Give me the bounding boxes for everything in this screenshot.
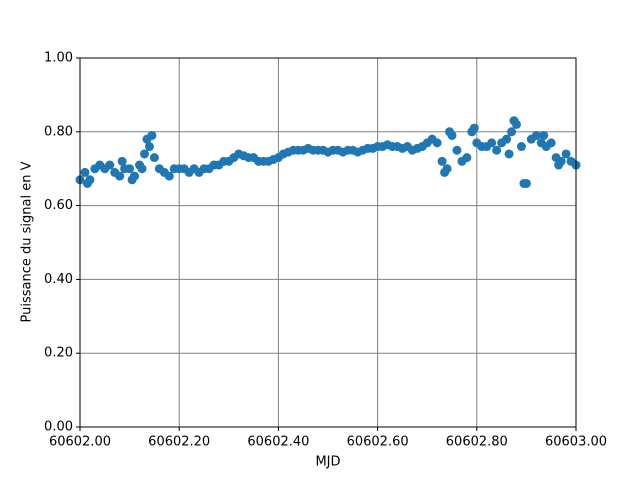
- point: [452, 145, 462, 155]
- point: [440, 167, 450, 177]
- point: [115, 171, 125, 181]
- y-tick-label: 0.20: [44, 346, 73, 361]
- y-tick-label: 0.80: [44, 124, 73, 139]
- point: [509, 116, 519, 126]
- point: [125, 164, 135, 174]
- point: [127, 175, 137, 185]
- point: [139, 149, 149, 159]
- point: [137, 164, 147, 174]
- point: [82, 178, 92, 188]
- point: [546, 138, 556, 148]
- x-tick-label: 60602.80: [446, 435, 508, 450]
- y-tick-label: 0.00: [44, 420, 73, 435]
- point: [462, 153, 472, 163]
- point: [487, 138, 497, 148]
- point: [149, 153, 159, 163]
- x-tick-label: 60602.60: [347, 435, 409, 450]
- point: [432, 138, 442, 148]
- point: [507, 127, 517, 137]
- point: [147, 130, 157, 140]
- x-tick-label: 60602.00: [49, 435, 111, 450]
- point: [144, 142, 154, 152]
- point: [117, 156, 127, 166]
- x-axis-label: MJD: [315, 455, 340, 470]
- plot-frame: [79, 57, 577, 428]
- x-tick-label: 60602.40: [247, 435, 309, 450]
- point: [554, 160, 564, 170]
- point: [445, 127, 455, 137]
- point: [561, 149, 571, 159]
- point: [516, 142, 526, 152]
- x-tick-label: 60603.00: [545, 435, 607, 450]
- point: [531, 130, 541, 140]
- point: [80, 167, 90, 177]
- y-tick-label: 0.60: [44, 198, 73, 213]
- point: [504, 149, 514, 159]
- x-tick-label: 60602.20: [148, 435, 210, 450]
- y-axis-label: Puissance du signal en V: [20, 161, 35, 322]
- y-tick-label: 0.40: [44, 272, 73, 287]
- point: [469, 123, 479, 133]
- point: [539, 130, 549, 140]
- point: [437, 156, 447, 166]
- point: [492, 145, 502, 155]
- point: [502, 134, 512, 144]
- point: [105, 160, 115, 170]
- y-tick-label: 1.00: [44, 51, 73, 66]
- point: [519, 178, 529, 188]
- point: [164, 171, 174, 181]
